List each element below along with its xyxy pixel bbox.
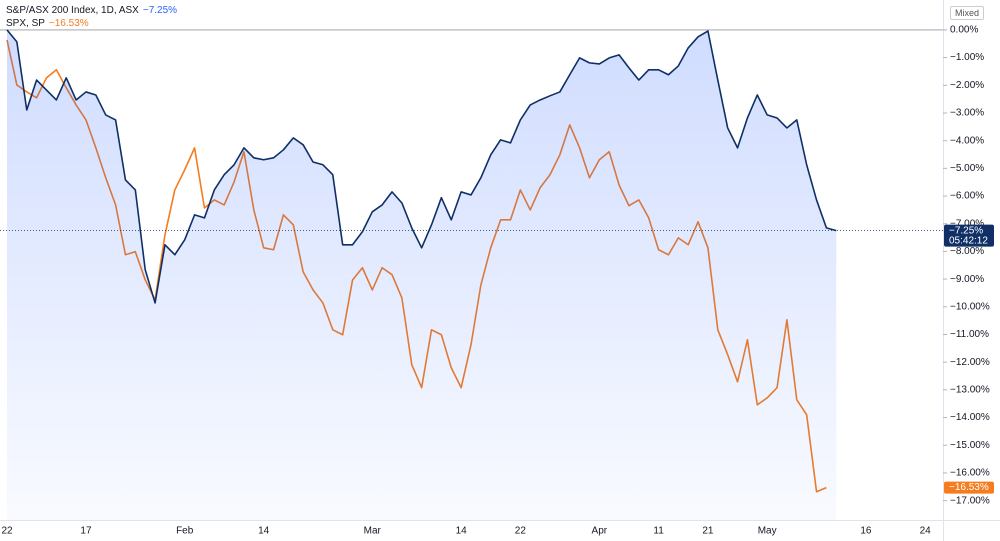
y-tick-label: −12.00% [950,357,990,368]
y-tick-label: −15.00% [950,440,990,451]
last-value-label: −7.25% [949,225,983,236]
legend-name: SPX, SP [6,18,45,29]
x-tick-label: Apr [592,526,608,537]
legend-name: S&P/ASX 200 Index, 1D, ASX [6,5,139,16]
y-tick-label: −5.00% [950,163,984,174]
scale-mode-button[interactable]: Mixed [949,6,984,20]
countdown-label: 05:42:12 [949,235,988,246]
y-tick-label: −4.00% [950,135,984,146]
legend-value: −16.53% [48,18,89,29]
series-area [7,29,837,521]
y-tick-label: −2.00% [950,80,984,91]
x-tick-label: Feb [176,526,194,537]
x-tick-label: 14 [456,526,468,537]
y-tick-label: −1.00% [950,52,984,63]
legend-entry: S&P/ASX 200 Index, 1D, ASX −7.25% [6,4,177,17]
y-tick-label: −13.00% [950,385,990,396]
y-tick-label: −17.00% [950,495,990,506]
x-tick-label: 22 [515,526,527,537]
x-tick-label: 22 [1,526,13,537]
y-tick-label: −16.00% [950,468,990,479]
x-tick-label: 16 [860,526,872,537]
x-tick-label: Mar [364,526,382,537]
last-value-label: −16.53% [949,482,989,493]
y-tick-label: 0.00% [950,25,978,36]
x-tick-label: 14 [258,526,270,537]
y-tick-label: −9.00% [950,274,984,285]
y-tick-label: −8.00% [950,246,984,257]
y-tick-label: −10.00% [950,301,990,312]
y-tick-label: −3.00% [950,108,984,119]
y-tick-label: −14.00% [950,412,990,423]
y-tick-label: −11.00% [950,329,989,340]
last-value-badge [944,481,994,494]
legend-value: −7.25% [142,5,178,16]
y-tick-label: −6.00% [950,191,984,202]
x-tick-label: 24 [920,526,932,537]
last-value-badge [944,224,994,247]
x-tick-label: 17 [80,526,92,537]
x-tick-label: May [758,526,777,537]
series-line [6,29,837,304]
legend: S&P/ASX 200 Index, 1D, ASX −7.25% SPX, SP −… [6,4,177,30]
x-tick-label: 11 [653,526,664,537]
x-tick-label: 21 [702,526,714,537]
legend-entry: SPX, SP −16.53% [6,17,177,30]
y-tick-label: −7.00% [950,218,984,229]
